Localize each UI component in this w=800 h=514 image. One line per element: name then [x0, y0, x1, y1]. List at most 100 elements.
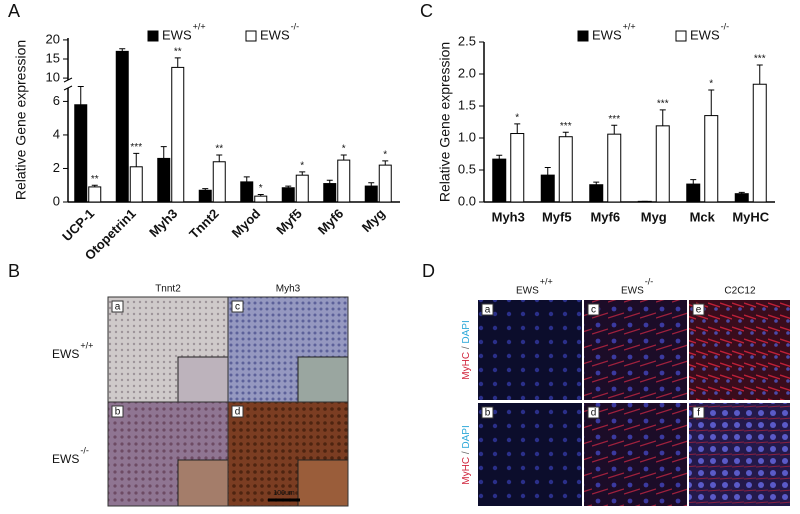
cell-tag	[231, 300, 244, 313]
y-tick-label: 20	[46, 31, 60, 46]
row-label: EWS	[52, 347, 79, 361]
legend-label: EWS	[260, 27, 290, 42]
bar	[364, 185, 378, 203]
x-tick-label: Myf5	[273, 206, 305, 238]
cell-tag	[111, 405, 124, 418]
bar	[171, 66, 185, 203]
axis-break	[63, 77, 73, 83]
column-header: EWS	[621, 286, 644, 297]
error-bar	[562, 131, 569, 137]
error-bar	[340, 154, 347, 161]
row-label-part: MyHC	[461, 457, 472, 485]
axis-break	[63, 85, 73, 91]
bar	[323, 183, 337, 203]
legend-swatch	[245, 30, 257, 42]
row-label-part: DAPI	[461, 320, 472, 346]
inset	[177, 459, 229, 507]
cell-letter: f	[697, 408, 700, 419]
x-tick-label: Myh3	[146, 206, 180, 240]
y-tick-label: 6	[53, 93, 60, 108]
legend-label: EWS	[162, 27, 192, 42]
cell-tag	[111, 300, 124, 313]
error-bar	[611, 124, 618, 135]
x-tick-label: Myg	[359, 206, 388, 235]
cell-tag	[692, 303, 705, 316]
row-label-part: MyHC	[461, 352, 472, 380]
error-bar	[119, 48, 126, 52]
significance: *	[515, 113, 519, 124]
x-tick-label: Myf6	[590, 209, 620, 224]
error-bar	[738, 191, 745, 194]
cell-tag	[587, 406, 600, 419]
bar	[240, 181, 254, 203]
micrograph-grid-d	[478, 300, 790, 506]
column-header-superscript: -/-	[645, 276, 654, 286]
error-bar	[257, 193, 264, 197]
bar	[686, 183, 701, 203]
x-tick-label: Myg	[641, 209, 667, 224]
cell-tag	[481, 303, 494, 316]
legend-label: EWS	[592, 27, 622, 42]
y-tick-label: 4	[53, 126, 60, 141]
error-bar	[91, 184, 98, 187]
row-label-superscript: +/+	[80, 340, 93, 350]
error-bar	[299, 171, 306, 176]
bar	[378, 164, 392, 203]
y-tick-label: 0.0	[458, 193, 476, 208]
column-header: C2C12	[724, 286, 756, 297]
bar	[558, 136, 573, 203]
significance: *	[259, 183, 263, 194]
significance: ***	[608, 114, 620, 125]
cell-letter: e	[696, 305, 702, 316]
y-tick-label: 0.5	[458, 161, 476, 176]
y-tick-label: 2.0	[458, 65, 476, 80]
y-axis-label: Relative Gene expression	[437, 42, 453, 202]
error-bar	[690, 179, 697, 185]
error-bar	[659, 109, 666, 126]
column-header-superscript: +/+	[540, 276, 553, 286]
significance: ***	[754, 54, 766, 65]
row-label-superscript: -/-	[80, 445, 89, 455]
y-tick-label: 1.5	[458, 97, 476, 112]
error-bar	[285, 185, 292, 188]
error-bar	[382, 160, 389, 166]
legend-swatch	[675, 30, 687, 42]
row-label: MyHC / DAPI	[461, 320, 472, 379]
error-bar	[216, 154, 223, 162]
cell-letter: a	[485, 305, 491, 316]
row-label: MyHC / DAPI	[461, 425, 472, 484]
significance: *	[709, 79, 713, 90]
error-bar	[544, 166, 551, 176]
bar	[492, 158, 507, 203]
bar	[589, 184, 604, 203]
legend-label-superscript: +/+	[193, 21, 206, 31]
bar	[129, 166, 143, 203]
bar	[157, 157, 171, 203]
bar	[655, 125, 670, 203]
y-tick-label: 10	[46, 70, 60, 85]
micrograph-grid-b	[107, 296, 349, 507]
scale-bar-label: 100um	[273, 490, 295, 497]
legend-label-superscript: -/-	[721, 21, 730, 31]
column-header: Tnnt2	[155, 284, 181, 295]
row-label-part: DAPI	[461, 425, 472, 451]
bar	[734, 193, 749, 203]
significance: **	[215, 144, 223, 155]
micrograph	[689, 300, 790, 400]
error-bar	[202, 188, 209, 191]
error-bar	[593, 181, 600, 185]
cell-letter: b	[115, 407, 121, 418]
micrograph	[584, 300, 687, 400]
significance: *	[342, 144, 346, 155]
significance: ***	[130, 142, 142, 153]
micrograph	[584, 403, 687, 506]
error-bar	[174, 57, 181, 68]
legend-label-superscript: +/+	[623, 21, 636, 31]
error-bar	[133, 152, 140, 167]
bar	[88, 186, 102, 203]
cell-tag	[587, 303, 600, 316]
y-tick-label: 2.5	[458, 33, 476, 48]
y-tick-label: 0	[53, 193, 60, 208]
x-tick-label: Myod	[229, 206, 264, 241]
